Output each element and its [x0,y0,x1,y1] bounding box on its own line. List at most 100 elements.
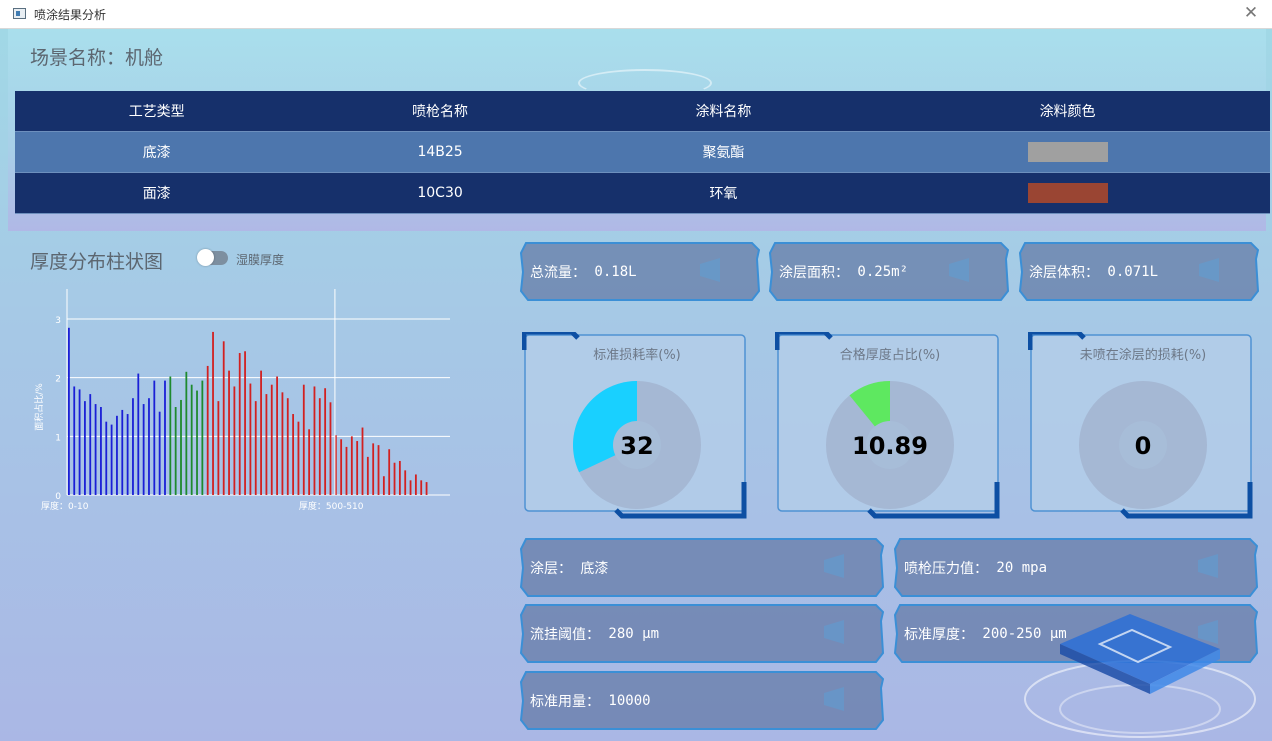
stat-value: 0.071L [1099,264,1159,280]
chart-bar [276,376,278,495]
stat-frame [520,242,760,301]
y-tick-label: 0 [55,492,61,502]
chart-bar [388,449,391,495]
chart-bar [190,384,193,495]
stat-frame [520,671,884,730]
wet-film-toggle[interactable] [197,249,228,266]
chart-bar [100,407,102,495]
chart-bar [398,460,401,495]
chart-bar [318,398,321,495]
chart-bar [361,427,364,495]
stat-label: 涂层面积： [779,265,849,281]
color-swatch [1027,142,1108,162]
chart-bar [260,370,262,495]
chart-bar [270,384,273,495]
chart-bar [132,398,134,495]
detail-stat-box: 涂层： 底漆 [520,537,884,599]
table-row[interactable]: 面漆 10C30 环氧 [15,172,1270,214]
chart-bar [180,399,182,495]
stat-label: 总流量： [530,265,586,281]
y-tick-label: 3 [55,316,61,326]
detail-stat-box: 喷枪压力值： 20 mpa [894,537,1258,599]
paint-cell: 环氧 [581,172,866,214]
y-tick-label: 2 [55,375,61,385]
stat-value: 底漆 [572,561,609,577]
chart-bar [324,388,327,495]
chart-bar [68,327,70,495]
gauge-frame [1027,329,1253,519]
chart-bar [286,398,289,495]
stat-value: 280 μm [600,626,660,642]
chart-bar [414,474,417,495]
window-title: 喷涂结果分析 [34,8,107,22]
gauge-card: 标准损耗率(%) 32 [521,329,752,520]
chart-bar [212,331,214,495]
column-header: 涂料颜色 [865,91,1270,132]
chart-bar [94,404,97,495]
stat-label: 涂层： [530,561,572,577]
stat-frame [520,538,884,597]
column-header: 喷枪名称 [298,91,582,132]
chip-illustration [1024,614,1256,738]
x-label-start: 厚度：0-10 [41,500,89,512]
chart-title: 厚度分布柱状图 [30,251,164,273]
close-icon[interactable]: ✕ [1243,3,1259,23]
chart-bar [105,421,108,495]
chart-bar [244,351,246,495]
chart-bar [206,365,209,495]
stat-frame [769,242,1009,301]
chart-bar [121,409,124,495]
chart-bar [334,435,337,495]
chart-bar [350,436,353,495]
color-cell [865,172,1270,214]
paint-table: 工艺类型 喷枪名称 涂料名称 涂料颜色 底漆 14B25 聚氨酯 面漆 10C3… [15,91,1270,214]
chart-bar [329,402,332,495]
process-cell: 面漆 [15,172,299,214]
chart-bar [308,429,311,495]
chart-bar [73,386,76,495]
chart-bar [292,414,295,495]
chart-bar [377,445,380,495]
paint-cell: 聚氨酯 [581,131,866,173]
chart-bar [281,392,284,495]
chart-bar [238,353,241,495]
column-header: 工艺类型 [15,91,299,132]
column-header: 涂料名称 [581,91,866,132]
chart-bar [340,439,343,495]
decorative-ring [578,69,712,97]
chart-bar [222,341,225,495]
chart-bar [89,394,92,495]
chart-bar [382,476,385,495]
chart-bar [158,411,161,495]
scene-panel: 场景名称：机舱 工艺类型 喷枪名称 涂料名称 涂料颜色 底漆 14B25 聚氨酯 [8,29,1270,231]
y-axis-label: 面积占比/% [33,383,45,431]
color-swatch [1027,183,1108,203]
chart-bar [393,462,396,495]
thickness-bar-chart: 0 1 2 3 面积占比/% 厚度：0-10 厚度：500-510 [33,289,450,512]
chart-bar [228,370,230,495]
stat-label: 流挂阈值： [530,627,600,643]
y-tick-label: 1 [55,433,61,443]
chart-bar [148,398,150,495]
gauge-title: 合格厚度占比(%) [839,348,941,363]
chart-bar [164,380,166,495]
stat-label: 标准用量： [530,694,600,710]
chart-bar [425,482,428,495]
stat-label: 涂层体积： [1029,265,1099,281]
stat-value: 0.18L [586,264,637,280]
chart-bar [254,401,257,495]
table-row[interactable]: 底漆 14B25 聚氨酯 [15,131,1270,173]
chart-bar [420,480,423,495]
chart-bar [217,401,220,495]
chart-bar [126,414,129,495]
color-cell [865,131,1270,173]
title-bar: 喷涂结果分析 ✕ [0,0,1272,29]
gauge-frame [521,329,747,519]
gauge-value: 10.89 [852,432,928,460]
chart-bar [313,386,316,495]
app-icon [13,8,26,19]
chart-bar [233,386,236,495]
toggle-label: 湿膜厚度 [236,253,285,267]
chart-bar [356,441,359,495]
gauge-title: 未喷在涂层的损耗(%) [1079,348,1207,363]
